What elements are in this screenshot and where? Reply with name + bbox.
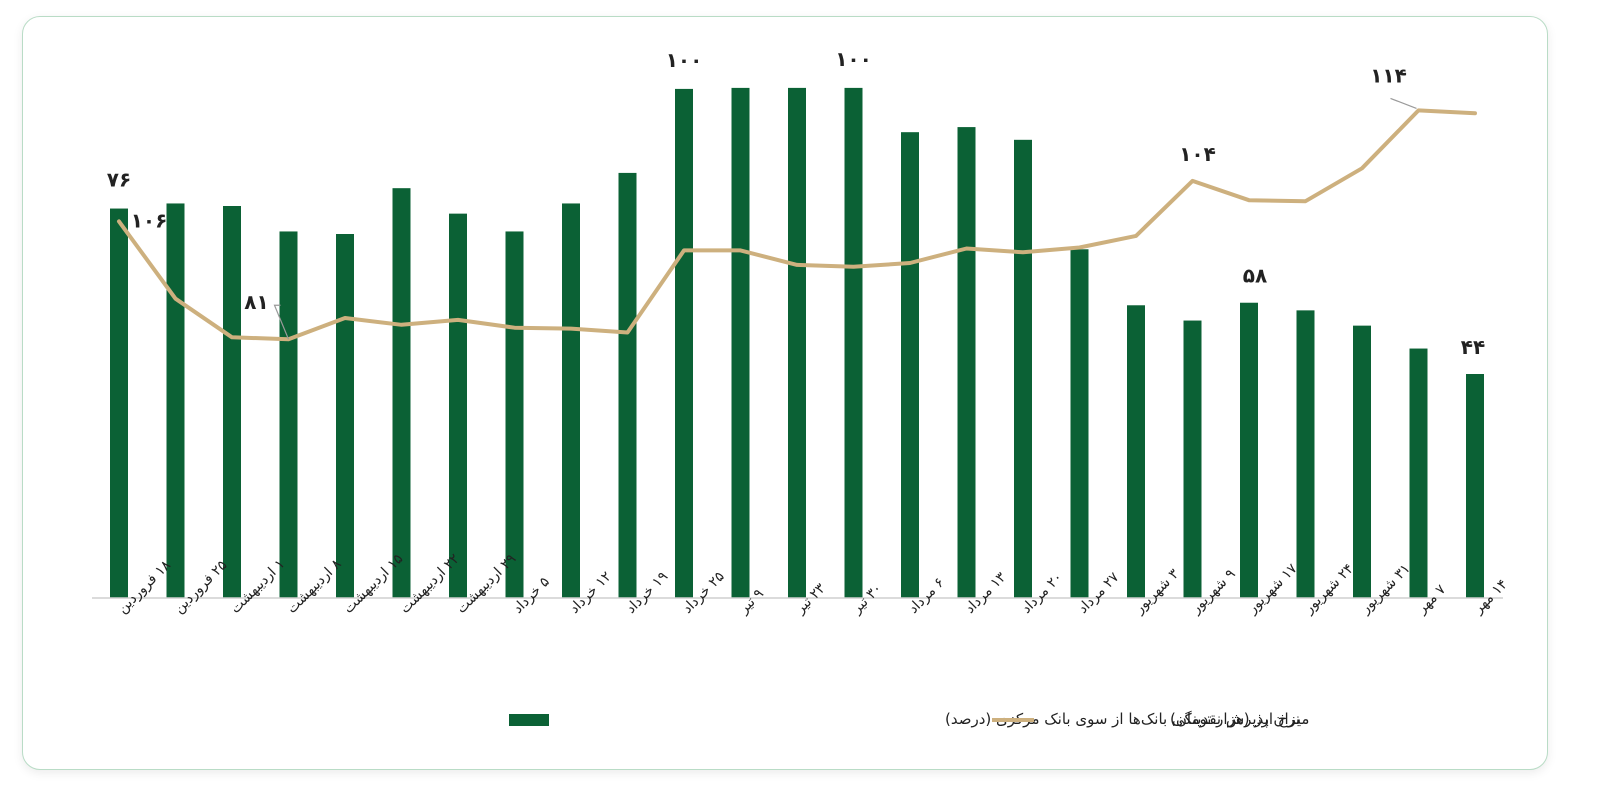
data-label-2: ۱۰۰ — [666, 48, 703, 72]
bar-23 — [1353, 325, 1371, 598]
bar-17 — [1014, 139, 1032, 598]
bar-5 — [336, 234, 354, 598]
line-series — [117, 108, 1477, 342]
bar-15 — [901, 132, 919, 598]
bar-16 — [957, 127, 976, 598]
bar-1 — [110, 208, 128, 598]
data-label-8: ۱۰۴ — [1179, 142, 1216, 166]
data-label-6: ۱۰۶ — [131, 208, 168, 232]
bar-4 — [279, 231, 298, 599]
leader-line-7 — [273, 304, 290, 340]
bar-11 — [675, 88, 693, 598]
bar-14 — [844, 87, 863, 599]
data-label-9: ۱۱۴ — [1370, 63, 1407, 87]
bar-25 — [1466, 374, 1484, 598]
bar-19 — [1127, 305, 1145, 598]
bar-20 — [1183, 320, 1202, 598]
legend: میزان پذیرش نقدینگی بانک‌ها از سوی بانک … — [509, 710, 1309, 729]
legend-bar-label: میزان پذیرش نقدینگی بانک‌ها از سوی بانک … — [945, 710, 1309, 729]
chart-card — [22, 16, 1548, 770]
bar-24 — [1409, 348, 1428, 598]
bar-8 — [505, 231, 524, 599]
data-label-1: ۷۶ — [107, 168, 131, 192]
bar-10 — [618, 172, 637, 598]
data-labels: ۷۶ ۱۰۰ ۱۰۰ ۵۸ ۴۴ ۱۰۶ ۸۱ ۱۰۴ ۱۱۴ — [107, 47, 1485, 359]
data-label-5: ۴۴ — [1461, 335, 1485, 359]
bar-series — [110, 87, 1484, 599]
bar-18 — [1070, 249, 1089, 599]
data-label-4: ۵۸ — [1243, 264, 1267, 288]
bar-3 — [223, 206, 241, 598]
leader-line-9 — [1390, 97, 1417, 109]
exchange-rate-line — [117, 108, 1477, 342]
data-label-7: ۸۱ — [244, 290, 268, 314]
legend-bar-swatch — [509, 714, 549, 726]
bar-22 — [1296, 310, 1315, 598]
bar-2 — [166, 203, 185, 599]
bar-7 — [449, 213, 467, 599]
bar-9 — [562, 203, 580, 599]
bar-6 — [392, 188, 411, 598]
bar-12 — [731, 87, 750, 599]
data-label-3: ۱۰۰ — [835, 47, 872, 71]
bar-13 — [788, 87, 806, 599]
bar-21 — [1240, 302, 1258, 598]
legend-line-label: نرخ ارز (هزار تومان) — [1170, 710, 1300, 728]
